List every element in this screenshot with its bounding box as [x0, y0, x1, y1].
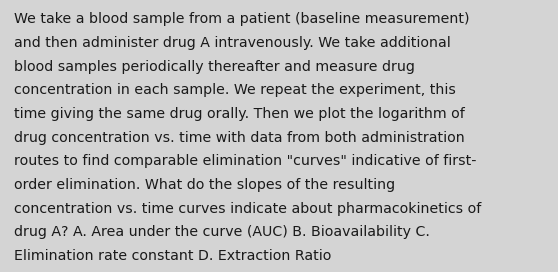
- Text: blood samples periodically thereafter and measure drug: blood samples periodically thereafter an…: [14, 60, 415, 73]
- Text: concentration vs. time curves indicate about pharmacokinetics of: concentration vs. time curves indicate a…: [14, 202, 481, 215]
- Text: drug concentration vs. time with data from both administration: drug concentration vs. time with data fr…: [14, 131, 465, 144]
- Text: drug A? A. Area under the curve (AUC) B. Bioavailability C.: drug A? A. Area under the curve (AUC) B.…: [14, 225, 430, 239]
- Text: time giving the same drug orally. Then we plot the logarithm of: time giving the same drug orally. Then w…: [14, 107, 465, 121]
- Text: Elimination rate constant D. Extraction Ratio: Elimination rate constant D. Extraction …: [14, 249, 331, 263]
- Text: and then administer drug A intravenously. We take additional: and then administer drug A intravenously…: [14, 36, 451, 50]
- Text: order elimination. What do the slopes of the resulting: order elimination. What do the slopes of…: [14, 178, 395, 192]
- Text: We take a blood sample from a patient (baseline measurement): We take a blood sample from a patient (b…: [14, 12, 469, 26]
- Text: concentration in each sample. We repeat the experiment, this: concentration in each sample. We repeat …: [14, 83, 456, 97]
- Text: routes to find comparable elimination "curves" indicative of first-: routes to find comparable elimination "c…: [14, 154, 477, 168]
